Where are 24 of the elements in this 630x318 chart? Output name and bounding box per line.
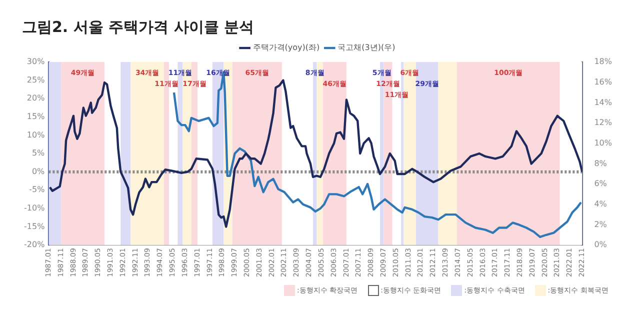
y-tick-label: -15% <box>24 222 46 231</box>
y2-tick-label: 16% <box>594 77 612 86</box>
y2-tick-label: 6% <box>594 179 608 188</box>
y-tick-label: -20% <box>24 240 46 250</box>
y2-tick-label: 4% <box>594 199 608 208</box>
y2-tick-label: 12% <box>594 118 612 128</box>
chart-title: 그림2. 서울 주택가격 사이클 분석 <box>22 18 254 37</box>
y-tick-label: 30% <box>26 57 46 66</box>
y-tick-label: 5% <box>32 148 46 158</box>
y2-tick-label: 18% <box>594 57 612 66</box>
y-tick-label: -5% <box>29 185 46 194</box>
y2-tick-label: 2% <box>594 220 608 229</box>
y2-tick-label: 8% <box>594 158 608 168</box>
y2-tick-label: 10% <box>594 138 612 148</box>
y-tick-label: 0% <box>32 166 46 176</box>
y-tick-label: 10% <box>26 130 46 140</box>
y2-tick-label: 0% <box>594 240 608 250</box>
legend-label: 주택가격(yoy)(좌) <box>252 43 320 52</box>
y-tick-label: 20% <box>26 94 46 103</box>
y-tick-label: -10% <box>24 204 46 213</box>
legend-label: 국고채(3년)(우) <box>338 43 396 52</box>
y-tick-label: 15% <box>26 112 46 121</box>
y-tick-label: 25% <box>26 75 46 84</box>
y2-tick-label: 14% <box>594 98 612 107</box>
